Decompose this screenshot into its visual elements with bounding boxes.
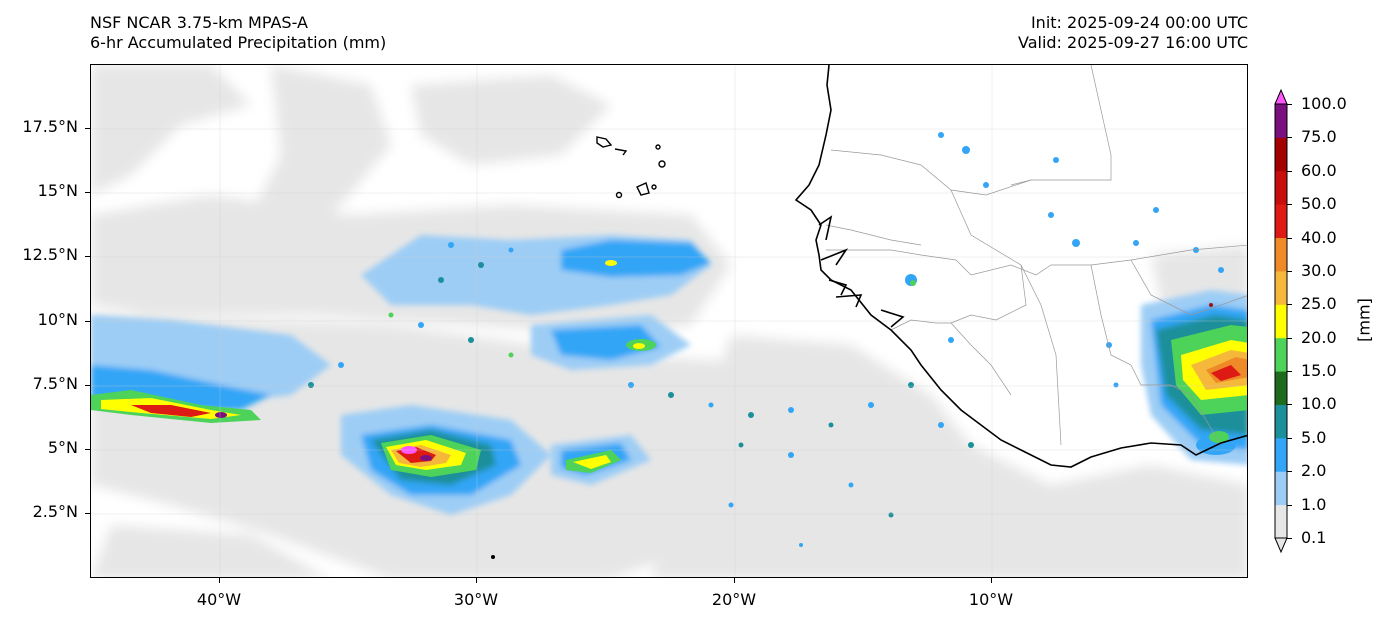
lon-tick [734,578,735,583]
colorbar-segment [1275,270,1287,305]
colorbar-level-label: 5.0 [1301,427,1327,447]
colorbar-segment [1275,437,1287,472]
colorbar-segment [1275,204,1287,239]
country-borders [825,65,1247,446]
lat-tick [85,256,90,257]
colorbar-level-label: 50.0 [1301,194,1337,214]
colorbar-segment [1275,471,1287,506]
lat-tick [85,449,90,450]
lat-tick [85,385,90,386]
colorbar-segment [1275,104,1287,138]
colorbar [1274,88,1288,554]
graticule [91,65,1247,577]
heavy-cores [91,260,1247,477]
lon-label: 30°W [453,590,499,609]
colorbar-level-label: 100.0 [1301,94,1347,113]
colorbar-tick [1287,137,1292,139]
colorbar-tick [1287,437,1292,439]
colorbar-outline [1274,103,1288,539]
colorbar-segment [1275,170,1287,205]
colorbar-segment [1275,237,1287,272]
model-title: NSF NCAR 3.75-km MPAS-A [90,13,308,32]
colorbar-segment [1275,404,1287,439]
colorbar-tick [1287,404,1292,406]
lat-label: 5°N [47,438,78,457]
cape-verde-islands [596,136,666,199]
colorbar-level-label: 25.0 [1301,294,1337,314]
time-block: Init: 2025-09-24 00:00 UTC Valid: 2025-0… [1018,13,1248,53]
lat-label: 10°N [37,310,78,329]
lat-tick [85,513,90,514]
colorbar-unit: [mm] [1354,298,1374,342]
colorbar-tick [1287,538,1292,539]
lat-label: 7.5°N [32,374,78,393]
colorbar-level-label: 1.0 [1301,494,1327,514]
lon-tick [476,578,477,583]
lat-label: 12.5°N [22,245,78,264]
colorbar-tick [1287,237,1292,239]
coastline [794,65,1247,468]
field-title: 6-hr Accumulated Precipitation (mm) [90,33,387,52]
precip-map [91,65,1247,577]
light-precip-layer [91,65,1247,577]
colorbar-level-label: 2.0 [1301,461,1327,481]
colorbar-segment [1275,504,1287,539]
colorbar-segment [1275,337,1287,372]
colorbar-segment [1275,371,1287,405]
colorbar-segment [1275,137,1287,172]
colorbar-segment [1275,304,1287,339]
lon-label: 10°W [968,590,1014,609]
colorbar-level-label: 30.0 [1301,260,1337,280]
colorbar-level-label: 60.0 [1301,160,1337,180]
colorbar-segments [1275,104,1287,539]
init-time: Init: 2025-09-24 00:00 UTC [1030,13,1248,32]
colorbar-level-label: 20.0 [1301,327,1337,347]
colorbar-tick [1287,104,1292,105]
lat-tick [85,192,90,193]
colorbar-level-label: 40.0 [1301,227,1337,247]
lat-label: 15°N [37,181,78,200]
colorbar-tick [1287,337,1292,339]
colorbar-tick [1287,270,1292,272]
colorbar-min-arrow [1274,537,1288,554]
colorbar-tick [1287,504,1292,506]
colorbar-tick [1287,204,1292,206]
scattered-cells [308,132,1224,559]
valid-time: Valid: 2025-09-27 16:00 UTC [1017,33,1248,52]
map-panel [90,64,1248,578]
colorbar-level-label: 10.0 [1301,394,1337,414]
lat-tick [85,321,90,322]
colorbar-level-label: 15.0 [1301,361,1337,381]
title-block: NSF NCAR 3.75-km MPAS-A 6-hr Accumulated… [90,13,386,53]
colorbar-tick [1287,371,1292,373]
lon-label: 20°W [711,590,757,609]
colorbar-tick [1287,471,1292,473]
colorbar-max-arrow [1274,88,1288,105]
lat-label: 2.5°N [32,502,78,521]
lon-label: 40°W [196,590,242,609]
lon-tick [219,578,220,583]
colorbar-tick [1287,304,1292,306]
colorbar-level-label: 75.0 [1301,127,1337,147]
colorbar-tick [1287,170,1292,172]
lon-tick [991,578,992,583]
colorbar-level-label: 0.1 [1301,528,1327,547]
lat-tick [85,128,90,129]
lat-label: 17.5°N [22,117,78,136]
